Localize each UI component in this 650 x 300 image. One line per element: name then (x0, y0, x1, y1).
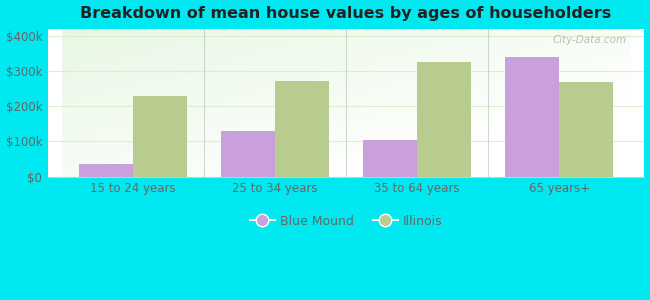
Title: Breakdown of mean house values by ages of householders: Breakdown of mean house values by ages o… (81, 6, 612, 21)
Text: City-Data.com: City-Data.com (552, 34, 627, 45)
Bar (417, 62, 471, 177)
Bar (133, 96, 187, 177)
Bar (363, 140, 417, 177)
Bar (559, 82, 613, 177)
Bar (505, 57, 559, 177)
Bar (79, 164, 133, 177)
Bar (275, 81, 329, 177)
Bar (221, 131, 275, 177)
Legend: Blue Mound, Illinois: Blue Mound, Illinois (245, 210, 447, 232)
